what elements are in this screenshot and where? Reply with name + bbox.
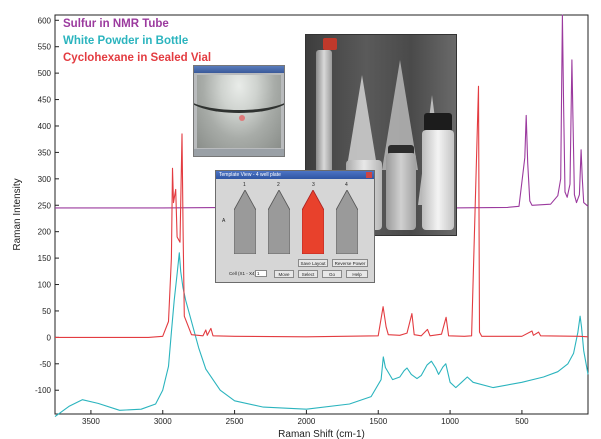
y-tick-label: 500 <box>38 69 52 78</box>
x-tick-label: 2000 <box>298 417 316 426</box>
y-tick-label: 350 <box>38 148 52 157</box>
save-layout-button[interactable]: Save Layout <box>298 259 328 267</box>
reverse-power-button[interactable]: Reverse Power <box>332 259 368 267</box>
x-tick-label: 500 <box>515 417 529 426</box>
well-a2[interactable] <box>268 190 290 254</box>
cell-input[interactable]: 1 <box>255 270 267 277</box>
series-line-white-powder-in-bottle <box>54 252 589 418</box>
chart-legend: Sulfur in NMR Tube White Powder in Bottle… <box>63 18 211 64</box>
y-tick-label: 100 <box>38 281 52 290</box>
sample-surface-image <box>194 75 284 148</box>
well-a3-selected[interactable] <box>302 190 324 254</box>
small-bottle <box>386 153 416 230</box>
x-tick-label: 3000 <box>154 417 172 426</box>
meniscus-arc <box>194 80 284 113</box>
bottle-cap <box>424 113 452 133</box>
cell-label: Cell (X1 - X4) <box>229 271 257 276</box>
y-tick-label: 300 <box>38 175 52 184</box>
y-tick-label: 550 <box>38 43 52 52</box>
legend-entry: Sulfur in NMR Tube <box>63 18 169 30</box>
photo-titlebar <box>194 66 284 73</box>
y-tick-label: 600 <box>38 16 52 25</box>
chart-axes: 600550500450400350300250200150100500-50-… <box>12 14 589 439</box>
y-tick-label: 250 <box>38 201 52 210</box>
y-tick-label: 150 <box>38 254 52 263</box>
y-axis-title: Raman Intensity <box>12 178 23 250</box>
y-tick-label: -100 <box>35 386 52 395</box>
template-view-window: Template View - 4 well plate 1 2 3 4 A S… <box>215 170 375 283</box>
column-label: 2 <box>277 182 280 188</box>
x-tick-label: 3500 <box>82 417 100 426</box>
help-button[interactable]: Help <box>346 270 368 278</box>
x-axis-title: Raman Shift (cm-1) <box>278 429 365 439</box>
well-a1[interactable] <box>234 190 256 254</box>
y-tick-label: 200 <box>38 228 52 237</box>
y-tick-label: 400 <box>38 122 52 131</box>
select-button[interactable]: Select <box>298 270 318 278</box>
x-tick-label: 1500 <box>369 417 387 426</box>
y-tick-label: -50 <box>39 360 51 369</box>
go-button[interactable]: Go <box>322 270 342 278</box>
legend-entry: White Powder in Bottle <box>63 35 188 47</box>
series-line-cyclohexane-in-sealed-vial <box>55 85 589 338</box>
column-label: 3 <box>312 182 315 188</box>
column-label: 1 <box>243 182 246 188</box>
y-tick-label: 0 <box>47 333 52 342</box>
powder-bottle <box>422 130 454 230</box>
y-tick-label: 450 <box>38 96 52 105</box>
row-label: A <box>222 218 226 224</box>
laser-spot-photo <box>193 65 285 157</box>
y-tick-label: 50 <box>42 307 51 316</box>
move-button[interactable]: Move <box>274 270 294 278</box>
well-a4[interactable] <box>336 190 358 254</box>
legend-entry: Cyclohexane in Sealed Vial <box>63 52 211 64</box>
photo-statusbar <box>194 149 284 156</box>
x-tick-label: 1000 <box>441 417 459 426</box>
column-label: 4 <box>345 182 348 188</box>
laser-spot <box>239 115 245 121</box>
nmr-tube-cap <box>323 38 337 50</box>
plot-frame <box>54 14 589 415</box>
x-tick-label: 2500 <box>226 417 244 426</box>
close-icon[interactable] <box>366 172 372 178</box>
window-title: Template View - 4 well plate <box>216 171 374 179</box>
